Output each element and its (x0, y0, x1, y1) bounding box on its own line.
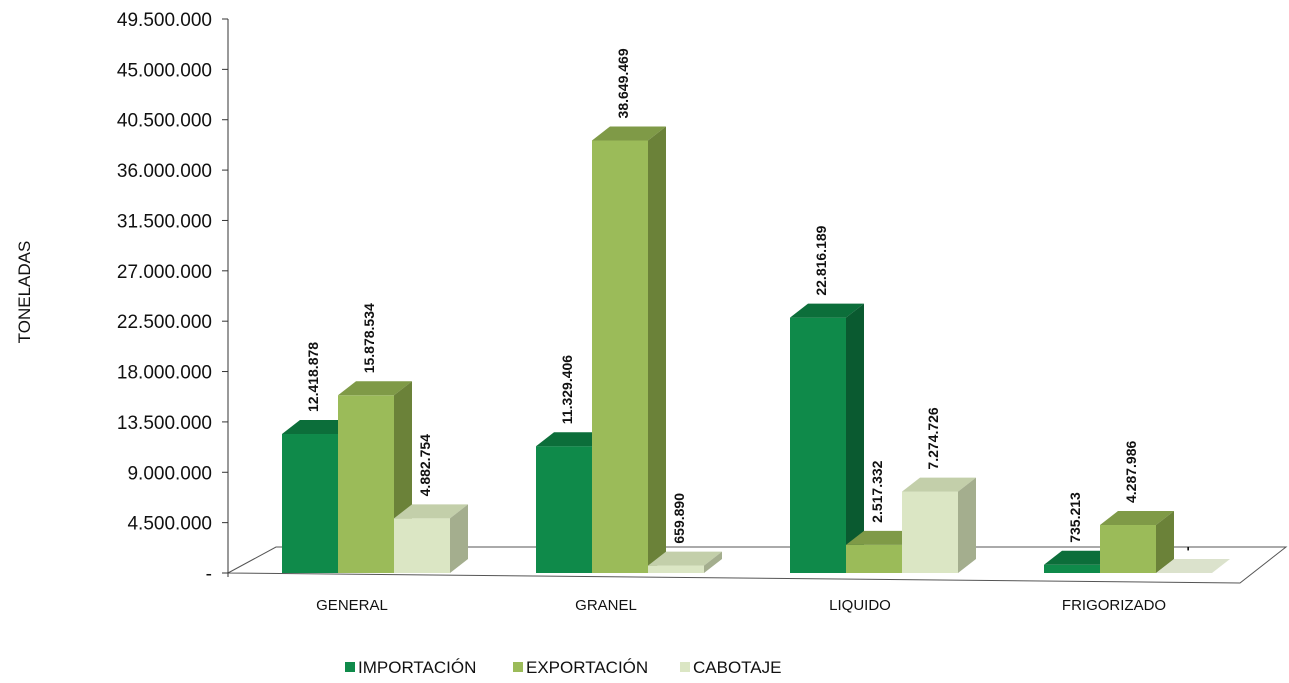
data-label: 15.878.534 (361, 303, 377, 373)
legend-item: IMPORTACIÓN (345, 658, 476, 677)
bar-front (536, 446, 592, 573)
legend-item: CABOTAJE (680, 658, 781, 677)
bar-top (536, 432, 610, 447)
y-tick-label: 22.500.000 (117, 312, 212, 333)
data-label: 4.287.986 (1123, 441, 1139, 503)
bar-top (846, 530, 920, 545)
bar-series-group (282, 126, 1230, 573)
y-tick-label: 31.500.000 (117, 211, 212, 232)
bar-front (1100, 525, 1156, 573)
bar-top (648, 551, 722, 566)
bar-side (958, 477, 976, 573)
bar-top (338, 381, 412, 396)
bar-front (592, 140, 648, 573)
bar-top (282, 420, 356, 435)
x-category-label: LIQUIDO (829, 597, 891, 614)
data-label: 38.649.469 (615, 48, 631, 118)
y-tick-label: 9.000.000 (127, 463, 212, 484)
bar-front (648, 565, 704, 573)
bar-cabotaje-frigorizado (1156, 559, 1230, 573)
data-label: 735.213 (1067, 492, 1083, 543)
bar-cabotaje-general (394, 504, 468, 573)
bar-front (902, 491, 958, 573)
bar-front (394, 518, 450, 573)
y-tick-label: 36.000.000 (117, 161, 212, 182)
x-category-label: FRIGORIZADO (1062, 597, 1166, 614)
bar-front (282, 434, 338, 573)
y-tick-label: 27.000.000 (117, 262, 212, 283)
bar-importacin-liquido (790, 303, 864, 573)
bar-exportacin-granel (592, 126, 666, 573)
legend-label: IMPORTACIÓN (358, 658, 476, 677)
bar-cabotaje-granel (648, 551, 722, 573)
legend-item: EXPORTACIÓN (513, 658, 648, 677)
bar-top (790, 303, 864, 318)
floor-plane (226, 546, 1288, 584)
bar-front (846, 544, 902, 573)
bar-side (1156, 511, 1174, 573)
legend-swatch (345, 662, 355, 672)
bar-side (846, 303, 864, 573)
data-label: 7.274.726 (925, 407, 941, 469)
data-label: 659.890 (671, 493, 687, 544)
bar-top (394, 504, 468, 519)
data-labels: 12.418.878 15.878.534 4.882.754 11.329.406 3… (305, 48, 1195, 551)
bar-side (450, 504, 468, 573)
chart-floor (226, 546, 1288, 584)
data-label: 2.517.332 (869, 460, 885, 522)
y-tick-label: 13.500.000 (117, 413, 212, 434)
bar-top (902, 477, 976, 492)
bar-top (592, 126, 666, 141)
bar-top (1044, 550, 1118, 565)
x-axis-categories: GENERAL GRANEL LIQUIDO FRIGORIZADO (316, 597, 1166, 614)
y-axis-label: TONELADAS (15, 241, 34, 344)
bar-front (1044, 564, 1100, 573)
bar-side (704, 551, 722, 573)
legend: IMPORTACIÓN EXPORTACIÓN CABOTAJE (345, 658, 781, 677)
data-label: 22.816.189 (813, 225, 829, 295)
bar-exportacin-frigorizado (1100, 511, 1174, 573)
y-tick-label: 49.500.000 (117, 10, 212, 31)
data-label: - (1179, 546, 1195, 551)
y-tick-label: 40.500.000 (117, 111, 212, 132)
legend-swatch (680, 662, 690, 672)
data-label: 12.418.878 (305, 342, 321, 412)
bar-cabotaje-liquido (902, 477, 976, 573)
data-label: 4.882.754 (417, 434, 433, 496)
y-tick-label: 45.000.000 (117, 60, 212, 81)
bar-empty (1156, 559, 1230, 573)
bar-exportacin-general (338, 381, 412, 573)
legend-label: EXPORTACIÓN (526, 658, 648, 677)
bar-top (1100, 511, 1174, 526)
y-tick-label: - (206, 564, 212, 585)
data-label: 11.329.406 (559, 355, 575, 425)
y-tick-label: 4.500.000 (127, 514, 212, 535)
y-tick-label: 18.000.000 (117, 363, 212, 384)
bar-front (790, 317, 846, 573)
x-category-label: GENERAL (316, 597, 388, 614)
x-category-label: GRANEL (575, 597, 637, 614)
bar-front (338, 395, 394, 573)
y-axis: - 4.500.000 9.000.000 13.500.000 18.000.000 2… (117, 10, 229, 585)
bar-side (648, 126, 666, 573)
legend-label: CABOTAJE (693, 658, 781, 677)
legend-swatch (513, 662, 523, 672)
